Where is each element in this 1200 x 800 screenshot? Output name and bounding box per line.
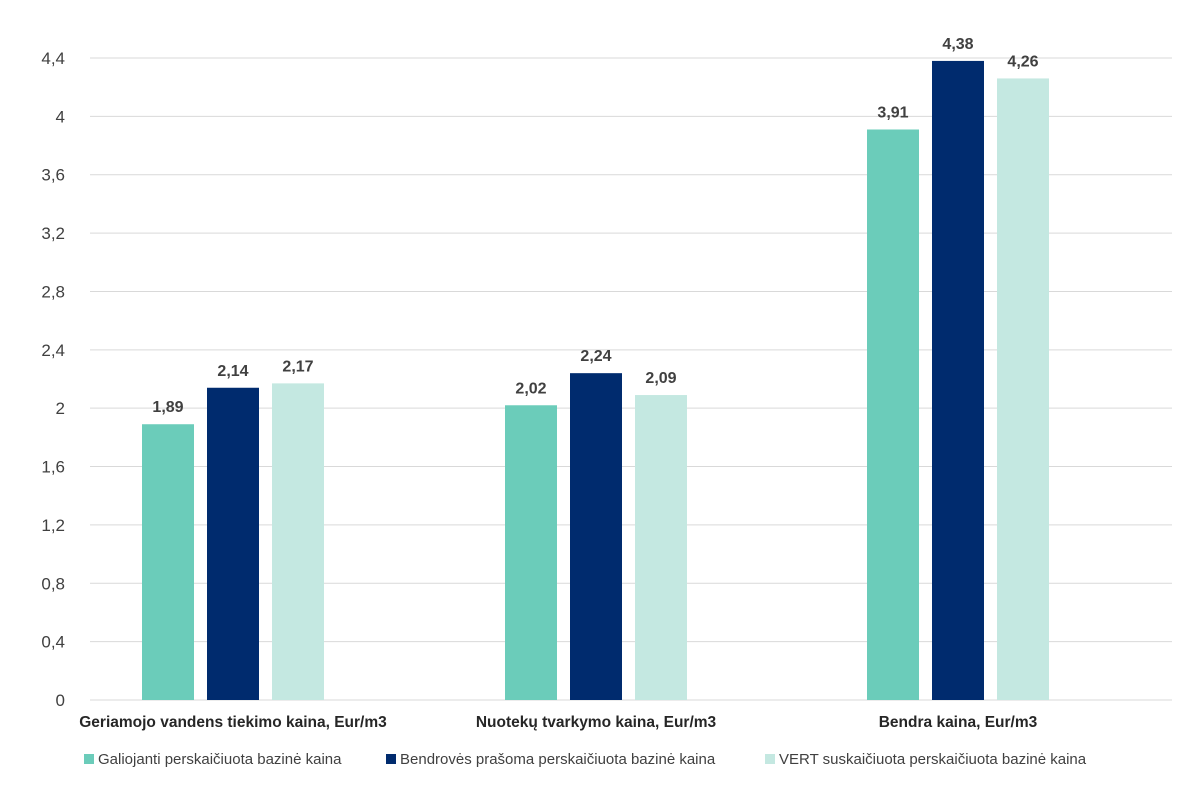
category-label: Geriamojo vandens tiekimo kaina, Eur/m3: [79, 714, 387, 731]
bar: [207, 387, 259, 700]
x-axis-categories: Geriamojo vandens tiekimo kaina, Eur/m3 N…: [79, 714, 1037, 731]
legend-label: Bendrovės prašoma perskaičiuota bazinė k…: [400, 751, 716, 768]
y-tick-label: 1,6: [41, 458, 65, 477]
data-label: 2,09: [645, 370, 676, 387]
y-tick-label: 1,2: [41, 516, 65, 535]
y-tick-label: 2,8: [41, 282, 65, 301]
legend-swatch: [386, 754, 396, 764]
category-label: Nuotekų tvarkymo kaina, Eur/m3: [476, 714, 717, 731]
y-tick-label: 4,4: [41, 49, 65, 68]
legend-item: Galiojanti perskaičiuota bazinė kaina: [84, 751, 342, 768]
data-label: 2,17: [282, 358, 313, 375]
category-label: Bendra kaina, Eur/m3: [879, 714, 1038, 731]
y-tick-label: 0,4: [41, 633, 65, 652]
data-label: 2,24: [580, 348, 611, 365]
y-tick-label: 2,4: [41, 341, 65, 360]
bar: [997, 78, 1049, 701]
data-label: 4,26: [1007, 53, 1038, 70]
bar: [142, 424, 194, 700]
y-tick-label: 2: [56, 399, 65, 418]
bar: [932, 60, 984, 700]
y-tick-label: 3,6: [41, 166, 65, 185]
bar: [570, 373, 622, 700]
bar: [505, 405, 557, 700]
data-label: 2,14: [217, 363, 248, 380]
legend-label: Galiojanti perskaičiuota bazinė kaina: [98, 751, 342, 768]
y-tick-label: 4: [56, 107, 65, 126]
legend-swatch: [765, 754, 775, 764]
y-tick-label: 0: [56, 691, 65, 710]
bar: [635, 395, 687, 700]
legend-swatch: [84, 754, 94, 764]
bar: [867, 129, 919, 700]
bar: [272, 383, 324, 700]
y-tick-label: 0,8: [41, 574, 65, 593]
data-label: 3,91: [877, 104, 908, 121]
y-tick-label: 3,2: [41, 224, 65, 243]
legend-label: VERT suskaičiuota perskaičiuota bazinė k…: [779, 751, 1087, 768]
gridlines: [90, 57, 1172, 701]
bars: [142, 60, 1049, 701]
y-axis-ticks: 0 0,4 0,8 1,2 1,6 2 2,4 2,8 3,2 3,6 4 4,4: [41, 49, 65, 710]
data-labels: 1,89 2,02 3,91 2,14 2,24 4,38 2,17 2,09 4,26: [152, 36, 1038, 416]
data-label: 1,89: [152, 399, 183, 416]
data-label: 2,02: [515, 380, 546, 397]
legend: Galiojanti perskaičiuota bazinė kaina Ben…: [84, 751, 1087, 768]
legend-item: VERT suskaičiuota perskaičiuota bazinė k…: [765, 751, 1087, 768]
legend-item: Bendrovės prašoma perskaičiuota bazinė k…: [386, 751, 716, 768]
data-label: 4,38: [942, 36, 973, 53]
